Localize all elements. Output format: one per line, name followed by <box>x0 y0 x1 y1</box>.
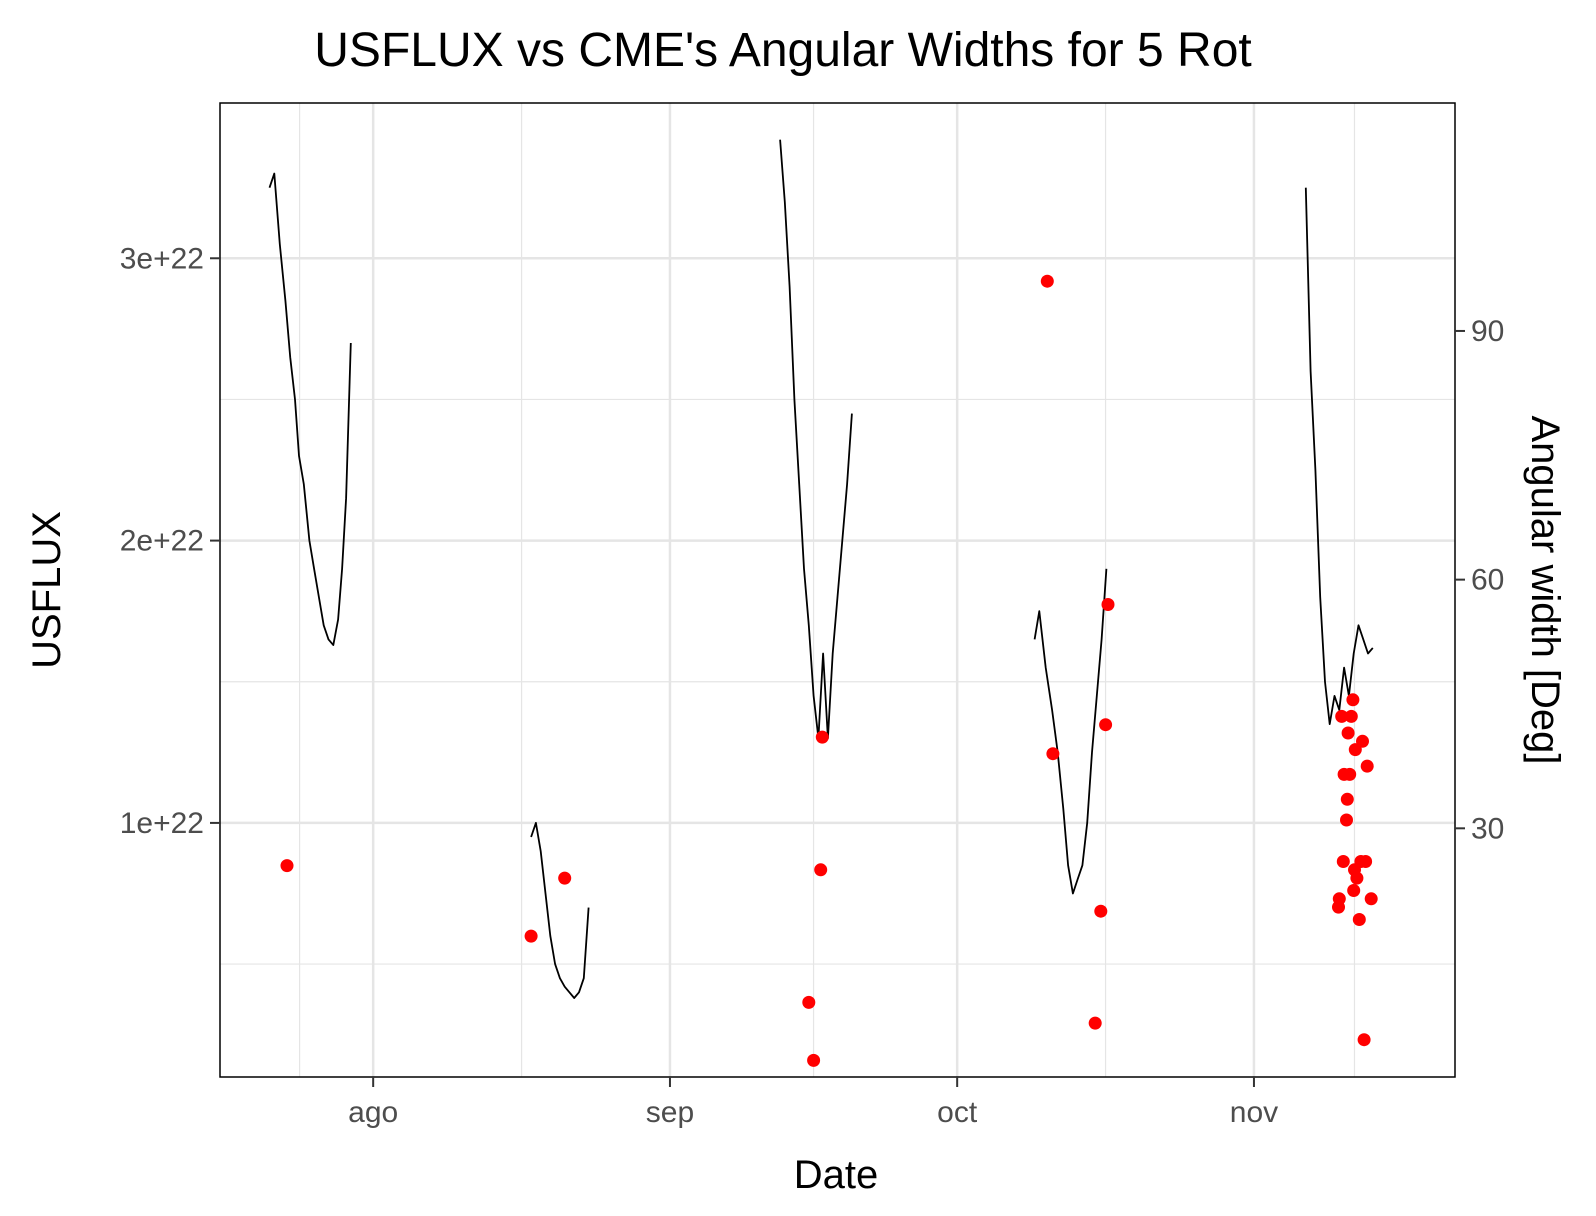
cme-point <box>1359 855 1373 868</box>
cme-point <box>814 863 828 877</box>
cme-point <box>1101 598 1115 611</box>
cme-point <box>524 929 538 943</box>
cme-point <box>1335 709 1349 723</box>
cme-point <box>1347 884 1361 897</box>
cme-point <box>1356 734 1369 748</box>
cme-point <box>1340 813 1353 827</box>
y-tick-label: 2e+22 <box>120 525 204 558</box>
x-axis: ago sep oct nov <box>348 1077 1278 1129</box>
cme-point <box>1344 709 1358 723</box>
usflux-line <box>779 139 853 740</box>
cme-point <box>1046 747 1060 761</box>
major-grid <box>220 103 1455 1077</box>
cme-point <box>807 1053 821 1067</box>
y-axis-left: 1e+22 2e+22 3e+22 <box>120 242 220 840</box>
y2-tick-label: 60 <box>1471 564 1504 597</box>
cme-point <box>1360 759 1374 773</box>
x-tick-label: sep <box>646 1096 694 1129</box>
cme-point <box>1352 913 1366 926</box>
cme-point <box>1343 767 1357 781</box>
cme-point <box>1088 1016 1102 1030</box>
cme-point <box>558 871 572 885</box>
usflux-line <box>1304 187 1374 725</box>
cme-point <box>1340 792 1354 806</box>
cme-point <box>1357 1033 1371 1047</box>
y-axis-right: 30 60 90 <box>1455 315 1504 845</box>
x-tick-label: nov <box>1230 1096 1278 1129</box>
x-axis-title: Date <box>794 1153 879 1197</box>
chart-title: USFLUX vs CME's Angular Widths for 5 Rot <box>314 24 1251 77</box>
y2-axis-title: Angular width [Deg] <box>1523 415 1567 764</box>
minor-grid <box>220 103 1455 1077</box>
cme-point <box>280 859 294 873</box>
x-tick-label: oct <box>937 1096 978 1129</box>
y2-tick-label: 30 <box>1471 812 1504 845</box>
x-tick-label: ago <box>348 1096 398 1129</box>
cme-point <box>1099 718 1113 732</box>
cme-point <box>1341 726 1355 740</box>
usflux-series <box>268 139 1374 999</box>
panel-border <box>219 102 1456 1078</box>
y2-tick-label: 90 <box>1471 315 1504 348</box>
cme-point <box>1346 693 1360 707</box>
cme-point <box>1332 892 1346 906</box>
usflux-line <box>268 172 352 646</box>
cme-point <box>1040 274 1054 288</box>
cme-point <box>1094 904 1108 918</box>
cme-point <box>1336 855 1350 868</box>
y-axis-title: USFLUX <box>25 511 69 669</box>
cme-point <box>1350 871 1364 885</box>
usflux-line <box>1033 568 1108 895</box>
cme-point <box>815 730 829 744</box>
cme-point <box>802 995 816 1009</box>
y-tick-label: 3e+22 <box>120 242 204 275</box>
usflux-line <box>530 822 590 999</box>
cme-angular-width-series <box>280 274 1378 1067</box>
cme-point <box>1364 892 1378 906</box>
y-tick-label: 1e+22 <box>120 807 204 840</box>
